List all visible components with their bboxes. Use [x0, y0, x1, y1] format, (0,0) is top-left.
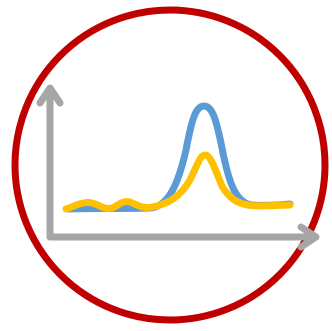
axes	[36, 84, 320, 251]
outer-circle	[11, 6, 329, 324]
y-axis-arrowhead	[36, 84, 64, 107]
x-axis-arrowhead	[297, 223, 320, 251]
series-yellow-curve	[62, 151, 294, 213]
